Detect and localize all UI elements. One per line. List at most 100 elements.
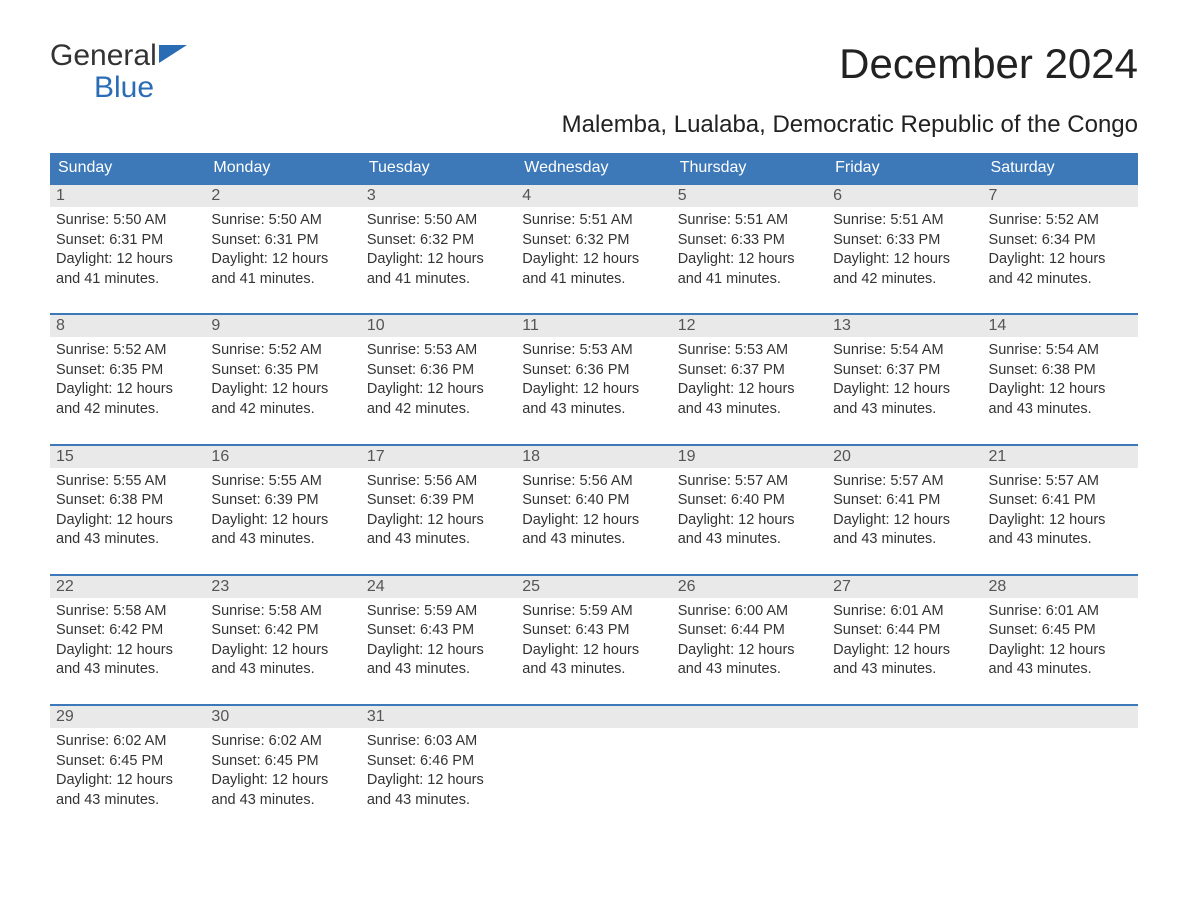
sunrise-line: Sunrise: 6:02 AM [211,732,354,752]
day-number: 20 [827,446,982,468]
daylight-line: Daylight: 12 hours and 41 minutes. [522,250,665,289]
day-number: 30 [205,706,360,728]
daylight-line: Daylight: 12 hours and 41 minutes. [56,250,199,289]
calendar-day: 21Sunrise: 5:57 AMSunset: 6:41 PMDayligh… [983,446,1138,556]
sunrise-line: Sunrise: 5:50 AM [56,211,199,231]
calendar-day [983,706,1138,816]
sunset-line: Sunset: 6:32 PM [367,231,510,251]
sunrise-line: Sunrise: 5:53 AM [522,341,665,361]
sunset-line: Sunset: 6:37 PM [833,361,976,381]
daylight-line: Daylight: 12 hours and 43 minutes. [56,771,199,810]
daylight-line: Daylight: 12 hours and 43 minutes. [522,511,665,550]
sunrise-line: Sunrise: 6:02 AM [56,732,199,752]
daylight-line: Daylight: 12 hours and 43 minutes. [989,511,1132,550]
sunset-line: Sunset: 6:44 PM [678,621,821,641]
sunrise-line: Sunrise: 5:58 AM [211,602,354,622]
day-details: Sunrise: 6:01 AMSunset: 6:45 PMDaylight:… [983,598,1138,686]
calendar-day: 15Sunrise: 5:55 AMSunset: 6:38 PMDayligh… [50,446,205,556]
daylight-line: Daylight: 12 hours and 43 minutes. [678,380,821,419]
day-number: 24 [361,576,516,598]
calendar-day: 22Sunrise: 5:58 AMSunset: 6:42 PMDayligh… [50,576,205,686]
day-details [672,728,827,738]
sunrise-line: Sunrise: 5:57 AM [833,472,976,492]
day-details [827,728,982,738]
calendar-day: 11Sunrise: 5:53 AMSunset: 6:36 PMDayligh… [516,315,671,425]
day-details: Sunrise: 5:56 AMSunset: 6:40 PMDaylight:… [516,468,671,556]
days-of-week-header: SundayMondayTuesdayWednesdayThursdayFrid… [50,153,1138,183]
daylight-line: Daylight: 12 hours and 43 minutes. [211,511,354,550]
day-details: Sunrise: 5:58 AMSunset: 6:42 PMDaylight:… [205,598,360,686]
calendar-day: 29Sunrise: 6:02 AMSunset: 6:45 PMDayligh… [50,706,205,816]
day-number: 26 [672,576,827,598]
day-details: Sunrise: 5:59 AMSunset: 6:43 PMDaylight:… [516,598,671,686]
calendar-day: 23Sunrise: 5:58 AMSunset: 6:42 PMDayligh… [205,576,360,686]
daylight-line: Daylight: 12 hours and 42 minutes. [833,250,976,289]
day-details: Sunrise: 6:02 AMSunset: 6:45 PMDaylight:… [50,728,205,816]
daylight-line: Daylight: 12 hours and 42 minutes. [367,380,510,419]
dow-tuesday: Tuesday [361,153,516,183]
calendar-day: 28Sunrise: 6:01 AMSunset: 6:45 PMDayligh… [983,576,1138,686]
day-details: Sunrise: 5:57 AMSunset: 6:40 PMDaylight:… [672,468,827,556]
calendar-day [516,706,671,816]
sunrise-line: Sunrise: 5:53 AM [367,341,510,361]
day-details: Sunrise: 5:51 AMSunset: 6:33 PMDaylight:… [672,207,827,295]
calendar-day: 26Sunrise: 6:00 AMSunset: 6:44 PMDayligh… [672,576,827,686]
day-number: 7 [983,185,1138,207]
daylight-line: Daylight: 12 hours and 41 minutes. [367,250,510,289]
day-number: 1 [50,185,205,207]
calendar-day: 31Sunrise: 6:03 AMSunset: 6:46 PMDayligh… [361,706,516,816]
day-number: 23 [205,576,360,598]
sunset-line: Sunset: 6:41 PM [989,491,1132,511]
day-details: Sunrise: 5:54 AMSunset: 6:37 PMDaylight:… [827,337,982,425]
day-number: 10 [361,315,516,337]
day-details: Sunrise: 5:59 AMSunset: 6:43 PMDaylight:… [361,598,516,686]
calendar-day: 27Sunrise: 6:01 AMSunset: 6:44 PMDayligh… [827,576,982,686]
day-details: Sunrise: 6:03 AMSunset: 6:46 PMDaylight:… [361,728,516,816]
day-number: 25 [516,576,671,598]
calendar-day: 10Sunrise: 5:53 AMSunset: 6:36 PMDayligh… [361,315,516,425]
day-number: 3 [361,185,516,207]
sunrise-line: Sunrise: 5:50 AM [211,211,354,231]
sunset-line: Sunset: 6:45 PM [989,621,1132,641]
day-number: 11 [516,315,671,337]
day-details [983,728,1138,738]
sunset-line: Sunset: 6:34 PM [989,231,1132,251]
sunset-line: Sunset: 6:46 PM [367,752,510,772]
page-title: December 2024 [839,40,1138,88]
sunset-line: Sunset: 6:40 PM [522,491,665,511]
week-row: 22Sunrise: 5:58 AMSunset: 6:42 PMDayligh… [50,574,1138,686]
sunrise-line: Sunrise: 5:51 AM [678,211,821,231]
week-row: 15Sunrise: 5:55 AMSunset: 6:38 PMDayligh… [50,444,1138,556]
sunset-line: Sunset: 6:32 PM [522,231,665,251]
calendar-day: 14Sunrise: 5:54 AMSunset: 6:38 PMDayligh… [983,315,1138,425]
day-number: 19 [672,446,827,468]
dow-monday: Monday [205,153,360,183]
day-details: Sunrise: 5:50 AMSunset: 6:32 PMDaylight:… [361,207,516,295]
sunset-line: Sunset: 6:39 PM [211,491,354,511]
calendar-day: 18Sunrise: 5:56 AMSunset: 6:40 PMDayligh… [516,446,671,556]
day-number: 5 [672,185,827,207]
day-number: 17 [361,446,516,468]
day-details: Sunrise: 5:53 AMSunset: 6:37 PMDaylight:… [672,337,827,425]
logo: General Blue [50,40,187,103]
day-number: 9 [205,315,360,337]
sunrise-line: Sunrise: 5:54 AM [989,341,1132,361]
week-row: 8Sunrise: 5:52 AMSunset: 6:35 PMDaylight… [50,313,1138,425]
sunset-line: Sunset: 6:38 PM [989,361,1132,381]
daylight-line: Daylight: 12 hours and 43 minutes. [989,380,1132,419]
location-subtitle: Malemba, Lualaba, Democratic Republic of… [50,111,1138,139]
sunset-line: Sunset: 6:42 PM [56,621,199,641]
daylight-line: Daylight: 12 hours and 43 minutes. [367,511,510,550]
daylight-line: Daylight: 12 hours and 43 minutes. [989,641,1132,680]
day-number: 2 [205,185,360,207]
daylight-line: Daylight: 12 hours and 43 minutes. [367,641,510,680]
day-details: Sunrise: 6:01 AMSunset: 6:44 PMDaylight:… [827,598,982,686]
sunset-line: Sunset: 6:39 PM [367,491,510,511]
sunset-line: Sunset: 6:31 PM [56,231,199,251]
day-number [827,706,982,728]
sunset-line: Sunset: 6:40 PM [678,491,821,511]
sunset-line: Sunset: 6:44 PM [833,621,976,641]
sunrise-line: Sunrise: 5:51 AM [833,211,976,231]
calendar-day: 16Sunrise: 5:55 AMSunset: 6:39 PMDayligh… [205,446,360,556]
sunset-line: Sunset: 6:45 PM [211,752,354,772]
